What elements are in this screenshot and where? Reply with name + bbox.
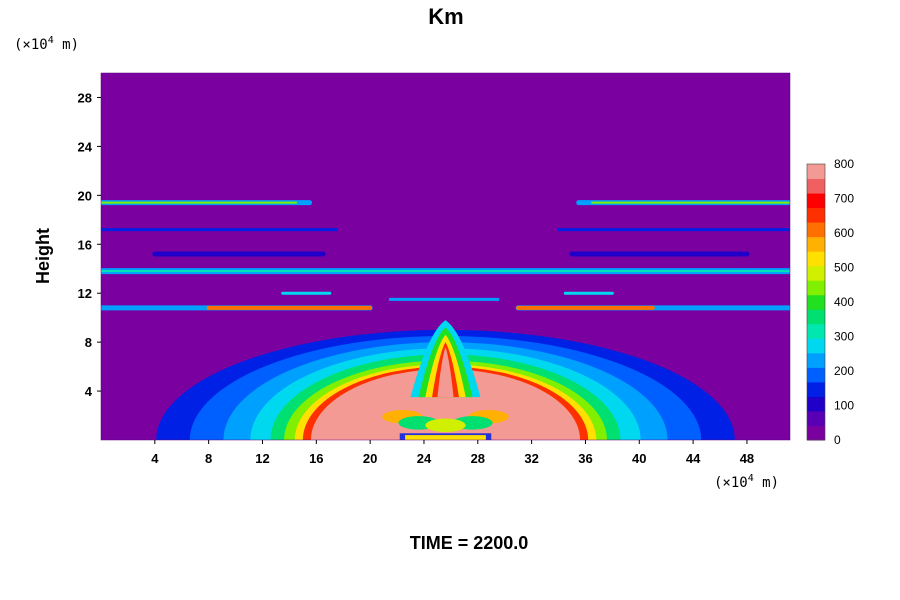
plume-spire — [437, 347, 454, 398]
colorbar-swatch — [807, 381, 825, 397]
colorbar-tick-label: 400 — [834, 295, 854, 309]
colorbar-swatch — [807, 294, 825, 310]
colorbar: 0 100 200 300 400 500 600 700 800 — [806, 157, 854, 447]
colorbar-tick-label: 600 — [834, 226, 854, 240]
colorbar-swatch — [807, 222, 825, 238]
field-contours — [101, 200, 790, 440]
colorbar-swatch — [807, 178, 825, 194]
colorbar-swatch — [807, 193, 825, 209]
plot-frame — [100, 72, 791, 441]
colorbar-tick-label: 800 — [834, 157, 854, 171]
colorbar-swatch — [807, 236, 825, 252]
colorbar-tick-label: 700 — [834, 192, 854, 206]
colorbar-swatch — [807, 164, 825, 180]
y-tick-label: 12 — [78, 286, 92, 301]
x-tick-label: 24 — [417, 451, 432, 466]
colorbar-swatch — [807, 396, 825, 412]
time-label: TIME = 2200.0 — [410, 533, 529, 553]
y-tick-label: 24 — [78, 139, 93, 154]
x-tick-label: 8 — [205, 451, 212, 466]
y-axis-units: (×104 m) — [14, 35, 79, 53]
colorbar-tick-label: 300 — [834, 330, 854, 344]
x-axis-units: (×104 m) — [714, 473, 779, 491]
colorbar-swatch — [807, 323, 825, 339]
colorbar-swatch — [807, 352, 825, 368]
colorbar-swatch — [807, 207, 825, 223]
x-tick-label: 20 — [363, 451, 377, 466]
y-tick-label: 4 — [85, 384, 93, 399]
y-tick-label: 8 — [85, 335, 92, 350]
x-tick-label: 12 — [255, 451, 269, 466]
x-tick-label: 32 — [524, 451, 538, 466]
y-axis-label: Height — [33, 228, 53, 284]
colorbar-swatch — [807, 410, 825, 426]
surface-band — [405, 435, 486, 440]
x-tick-label: 40 — [632, 451, 646, 466]
turbulent-eddy — [425, 418, 466, 433]
colorbar-tick-label: 200 — [834, 364, 854, 378]
y-tick-label: 20 — [78, 188, 92, 203]
colorbar-tick-label: 100 — [834, 399, 854, 413]
colorbar-swatch — [807, 280, 825, 296]
colorbar-swatch — [807, 338, 825, 354]
colorbar-swatch — [807, 425, 825, 441]
colorbar-swatch — [807, 367, 825, 383]
colorbar-swatch — [807, 309, 825, 325]
x-axis: 4 8 12 16 20 24 28 32 36 40 44 48 — [151, 440, 754, 466]
y-axis: 4 8 12 16 20 24 28 — [78, 90, 101, 399]
colorbar-tick-label: 500 — [834, 261, 854, 275]
colorbar-frame — [806, 163, 826, 441]
x-tick-label: 16 — [309, 451, 323, 466]
x-tick-label: 4 — [151, 451, 159, 466]
heatmap-plot-area — [100, 72, 791, 441]
plume-contour — [310, 369, 581, 440]
y-tick-label: 16 — [78, 237, 92, 252]
x-tick-label: 48 — [740, 451, 754, 466]
colorbar-swatch — [807, 265, 825, 281]
x-tick-label: 36 — [578, 451, 592, 466]
colorbar-swatch — [807, 251, 825, 267]
x-tick-label: 44 — [686, 451, 701, 466]
colorbar-tick-label: 0 — [834, 433, 841, 447]
y-tick-label: 28 — [78, 90, 92, 105]
x-tick-label: 28 — [471, 451, 485, 466]
chart-title: Km — [428, 4, 463, 29]
